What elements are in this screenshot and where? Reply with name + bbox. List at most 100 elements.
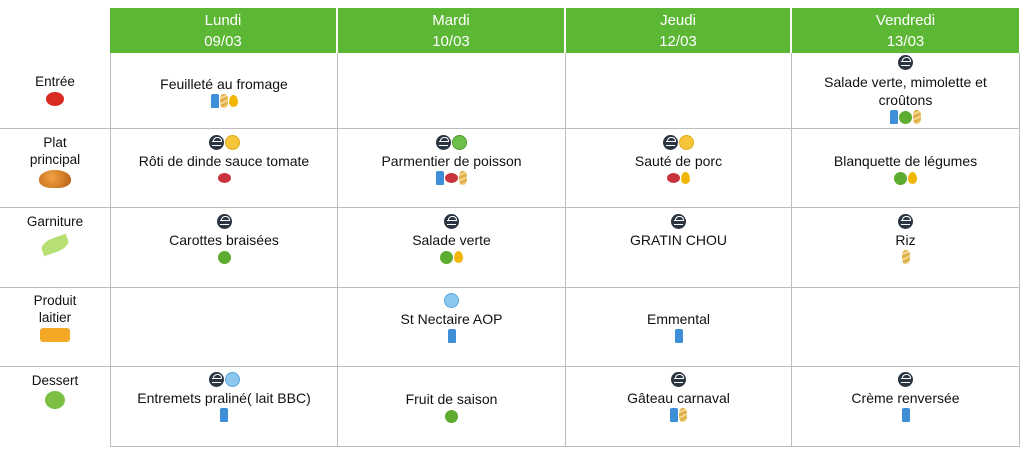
menu-cell: Feuilleté au fromage bbox=[111, 75, 337, 109]
wheat-icon bbox=[459, 171, 467, 185]
label-icons bbox=[566, 134, 791, 150]
egg-icon bbox=[454, 251, 463, 263]
menu-cell: Salade verte bbox=[338, 213, 565, 265]
grid-divider bbox=[110, 446, 1020, 447]
allergen-icons bbox=[566, 170, 791, 186]
grid-divider bbox=[0, 287, 1020, 288]
row-label-garniture: Garniture bbox=[0, 213, 110, 257]
menu-cell: Entremets praliné( lait BBC) bbox=[111, 371, 337, 423]
quality-label-icon bbox=[663, 134, 678, 150]
wheat-icon bbox=[679, 408, 687, 422]
dish-name: Entremets praliné( lait BBC) bbox=[137, 390, 311, 406]
row-label-text: laitier bbox=[38, 310, 72, 325]
allergen-icons bbox=[111, 407, 337, 423]
allergen-icons bbox=[338, 408, 565, 424]
label-icons bbox=[792, 54, 1019, 70]
row-label-text: Produit bbox=[33, 293, 77, 308]
meat-icon bbox=[445, 173, 458, 183]
label-icons bbox=[566, 213, 791, 229]
grid-divider bbox=[110, 53, 111, 447]
allergen-icons bbox=[338, 328, 565, 344]
quality-label-icon bbox=[671, 371, 686, 387]
grid-divider bbox=[1019, 53, 1020, 447]
row-label-text: Garniture bbox=[26, 214, 84, 229]
day-header-lundi: Lundi 09/03 bbox=[110, 8, 336, 53]
quality-label-icon bbox=[671, 213, 686, 229]
egg-icon bbox=[908, 172, 917, 184]
label-icons bbox=[792, 213, 1019, 229]
quality-label-icon bbox=[208, 134, 224, 150]
dish-name: Blanquette de légumes bbox=[833, 153, 978, 169]
label-icons bbox=[792, 371, 1019, 387]
allergen-icons bbox=[792, 170, 1019, 186]
menu-cell: Blanquette de légumes bbox=[792, 152, 1019, 186]
apple-icon bbox=[45, 391, 65, 409]
grid-divider bbox=[791, 53, 792, 447]
allergen-icons bbox=[792, 407, 1019, 423]
row-label-text: Plat bbox=[43, 135, 67, 150]
cow-icon bbox=[224, 371, 240, 387]
menu-cell: Rôti de dinde sauce tomate bbox=[111, 134, 337, 186]
milk-icon bbox=[210, 94, 219, 108]
wheat-icon bbox=[913, 110, 921, 124]
peas-icon bbox=[39, 233, 71, 257]
vegetable-icon bbox=[217, 250, 231, 264]
row-label-produit-laitier: Produit laitier bbox=[0, 292, 110, 342]
menu-cell: Sauté de porc bbox=[566, 134, 791, 186]
allergen-icons bbox=[566, 407, 791, 423]
row-label-text: principal bbox=[29, 152, 81, 167]
label-icons bbox=[111, 213, 337, 229]
quality-label-icon bbox=[208, 371, 224, 387]
day-date: 09/03 bbox=[204, 33, 242, 50]
sustainable-fish-icon bbox=[452, 134, 467, 150]
allergen-icons bbox=[338, 249, 565, 265]
dish-name: Salade verte, mimolette et bbox=[824, 74, 987, 90]
quality-label-icon bbox=[898, 54, 913, 70]
row-label-text: Dessert bbox=[31, 373, 79, 388]
egg-icon bbox=[681, 172, 690, 184]
dish-name: Fruit de saison bbox=[405, 391, 498, 407]
dish-name: GRATIN CHOU bbox=[630, 232, 727, 248]
day-name: Vendredi bbox=[875, 12, 936, 29]
menu-cell: Crème renversée bbox=[792, 371, 1019, 423]
cheese-icon bbox=[40, 328, 70, 342]
label-icons bbox=[566, 371, 791, 387]
day-name: Lundi bbox=[204, 12, 242, 29]
grid-divider bbox=[337, 53, 338, 447]
dish-name: Carottes braisées bbox=[169, 232, 279, 248]
dish-name: Sauté de porc bbox=[634, 153, 723, 169]
sun-icon bbox=[224, 134, 240, 150]
day-name: Jeudi bbox=[660, 12, 696, 29]
dish-name: Salade verte bbox=[412, 232, 491, 248]
menu-cell: Riz bbox=[792, 213, 1019, 265]
dish-name: Feuilleté au fromage bbox=[160, 76, 288, 92]
vegetable-icon bbox=[894, 171, 907, 185]
quality-label-icon bbox=[436, 134, 451, 150]
dish-name: Rôti de dinde sauce tomate bbox=[138, 153, 310, 169]
milk-icon bbox=[670, 408, 678, 422]
label-icons bbox=[111, 134, 337, 150]
roast-turkey-icon bbox=[39, 170, 71, 188]
vegetable-icon bbox=[899, 110, 912, 124]
menu-cell: GRATIN CHOU bbox=[566, 213, 791, 249]
row-label-dessert: Dessert bbox=[0, 372, 110, 409]
row-label-text: Entrée bbox=[35, 74, 75, 89]
label-icons bbox=[338, 134, 565, 150]
milk-icon bbox=[901, 408, 910, 422]
menu-cell: Emmental bbox=[566, 310, 791, 344]
day-header-jeudi: Jeudi 12/03 bbox=[566, 8, 790, 53]
milk-icon bbox=[220, 408, 228, 422]
egg-icon bbox=[228, 95, 238, 107]
grid-divider bbox=[565, 53, 566, 447]
day-header-mardi: Mardi 10/03 bbox=[338, 8, 564, 53]
quality-label-icon bbox=[898, 213, 913, 229]
dish-name: Emmental bbox=[646, 311, 711, 327]
allergen-icons bbox=[338, 170, 565, 186]
dish-name: Parmentier de poisson bbox=[381, 153, 522, 169]
menu-cell: Fruit de saison bbox=[338, 390, 565, 424]
tomato-icon bbox=[46, 92, 64, 106]
row-label-plat-principal: Plat principal bbox=[0, 134, 110, 188]
vegetable-icon bbox=[440, 250, 453, 264]
grid-divider bbox=[0, 207, 1020, 208]
label-icons bbox=[338, 213, 565, 229]
